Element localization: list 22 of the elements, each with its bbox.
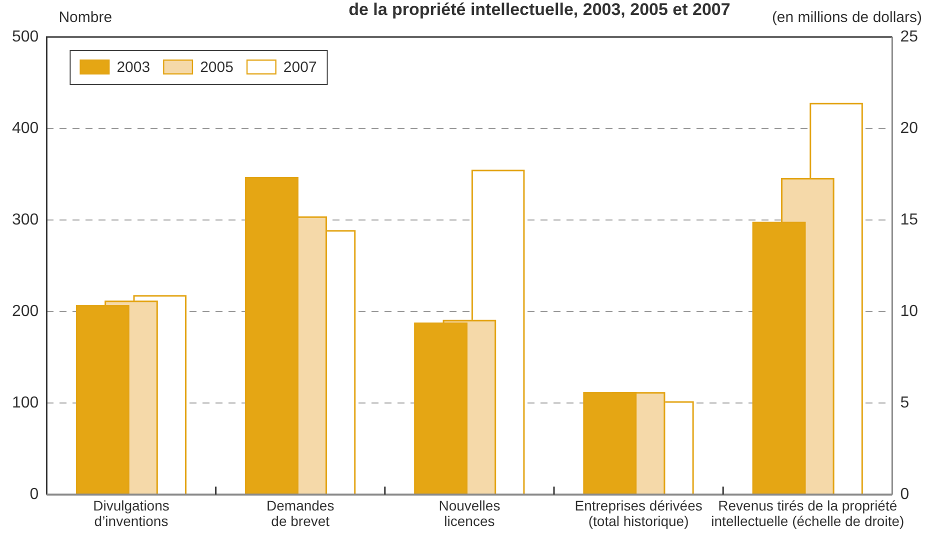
y2-axis-title: (en millions de dollars) [772, 9, 922, 26]
x-tick-label: Entreprises dérivées (total historique) [574, 497, 702, 530]
y2-tick-label: 5 [900, 394, 910, 412]
legend-label: 2005 [200, 59, 234, 76]
y-tick-label: 0 [30, 486, 39, 504]
legend-label: 2007 [283, 59, 317, 76]
y2-tick-label: 20 [900, 120, 918, 137]
y-tick-label: 300 [12, 211, 39, 228]
chart-title: de la propriété intellectuelle, 2003, 2005 et 2007 [348, 0, 730, 20]
y2-tick-label: 15 [900, 211, 918, 228]
y2-tick-label: 10 [900, 302, 918, 320]
y-axis-title: Nombre [58, 9, 112, 26]
y-tick-label: 400 [12, 120, 39, 137]
y2-tick-label: 25 [900, 28, 918, 46]
legend-label: 2003 [116, 59, 150, 76]
x-tick-label: Demandes de brevet [266, 497, 334, 530]
x-tick-label: Nouvelles licences [438, 497, 500, 530]
x-tick-label: Divulgations d’inventions [93, 497, 170, 530]
y2-tick-label: 0 [900, 486, 910, 504]
y-tick-label: 100 [12, 394, 39, 412]
y-tick-label: 200 [12, 302, 39, 320]
y-tick-label: 500 [12, 28, 39, 46]
